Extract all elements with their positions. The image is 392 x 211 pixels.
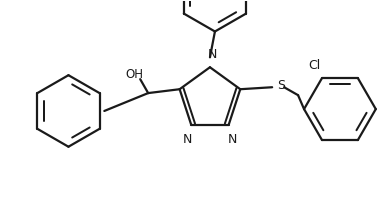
Text: N: N: [228, 133, 238, 146]
Text: S: S: [277, 79, 285, 92]
Text: N: N: [183, 133, 192, 146]
Text: Cl: Cl: [308, 59, 320, 72]
Text: N: N: [207, 48, 217, 61]
Text: OH: OH: [125, 68, 143, 81]
